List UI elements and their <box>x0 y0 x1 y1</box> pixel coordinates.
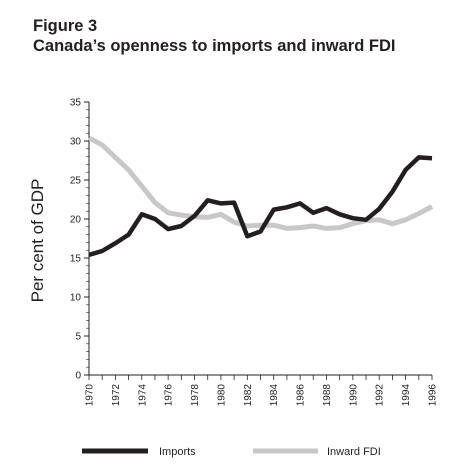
series-line-inward-fdi <box>87 135 434 231</box>
y-tick-label: 30 <box>70 137 82 148</box>
y-tick-label: 15 <box>70 254 82 265</box>
series-line-imports <box>88 155 433 258</box>
figure-label: Figure 3 <box>33 17 98 35</box>
figure-title: Canada’s openness to imports and inward … <box>33 37 396 55</box>
x-tick-label: 1994 <box>401 384 412 407</box>
y-tick-label: 25 <box>70 176 82 187</box>
x-tick-label: 1984 <box>269 384 280 407</box>
x-tick-label: 1990 <box>348 384 359 407</box>
x-tick-label: 1992 <box>375 384 386 407</box>
y-tick-label: 35 <box>70 98 82 109</box>
legend-label-imports: Imports <box>159 446 196 458</box>
y-tick-label: 20 <box>70 215 82 226</box>
y-axis-title: Per cent of GDP <box>28 179 47 303</box>
x-tick-label: 1986 <box>296 384 307 407</box>
x-tick-label: 1982 <box>243 384 254 407</box>
legend-label-inward-fdi: Inward FDI <box>327 446 381 458</box>
x-tick-label: 1972 <box>111 384 122 407</box>
x-tick-label: 1978 <box>190 384 201 407</box>
y-tick-label: 0 <box>75 371 81 382</box>
x-tick-label: 1976 <box>164 384 175 407</box>
x-tick-label: 1980 <box>216 384 227 407</box>
y-tick-label: 5 <box>75 332 81 343</box>
y-tick-label: 10 <box>70 293 82 304</box>
x-tick-label: 1988 <box>322 384 333 407</box>
x-tick-label: 1970 <box>85 384 96 407</box>
x-tick-label: 1974 <box>137 384 148 407</box>
x-tick-label: 1996 <box>428 384 439 407</box>
